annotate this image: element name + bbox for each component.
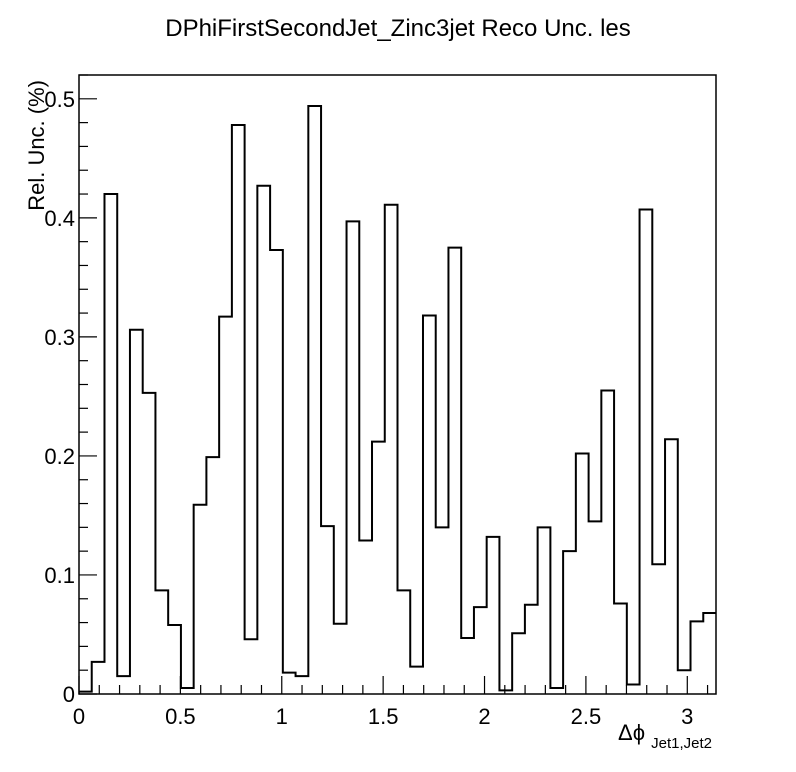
histogram-bar — [347, 221, 360, 694]
histogram-bar — [155, 590, 168, 694]
histogram-bar — [206, 457, 219, 694]
x-tick-label: 0 — [73, 704, 85, 729]
histogram-bar — [652, 564, 665, 694]
histogram-bar — [512, 633, 525, 694]
histogram-bar — [436, 527, 449, 694]
tick-labels: 0 0.5 1 1.5 2 2.5 3 0 0.1 0.2 0.3 0.4 0.5 — [44, 87, 693, 729]
x-axis-label-main: Δϕ — [618, 720, 645, 745]
chart-title: DPhiFirstSecondJet_Zinc3jet Reco Unc. le… — [165, 15, 631, 42]
x-tick-label: 1.5 — [368, 704, 399, 729]
y-axis-label: Rel. Unc. (%) — [24, 80, 49, 211]
histogram-bar — [538, 527, 551, 694]
y-tick-label: 0.2 — [44, 444, 75, 469]
histogram-bar — [678, 670, 691, 694]
histogram-bar — [130, 330, 143, 694]
histogram-bar — [385, 205, 398, 694]
histogram-bar — [601, 390, 614, 694]
histogram-bar — [525, 605, 538, 694]
histogram-bar — [104, 194, 117, 694]
histogram-bar — [194, 505, 207, 694]
axis-ticks — [78, 74, 709, 695]
histogram-bar — [232, 125, 245, 694]
histogram-bars — [79, 104, 716, 694]
histogram-bar — [92, 662, 105, 694]
histogram-bar — [398, 590, 411, 694]
histogram-bar — [665, 439, 678, 694]
plot-frame — [78, 74, 717, 695]
histogram-bar — [640, 210, 653, 694]
histogram-bar — [461, 638, 474, 694]
y-tick-label: 0.5 — [44, 87, 75, 112]
y-tick-label: 0 — [63, 682, 75, 707]
histogram-bar — [563, 551, 576, 694]
x-axis-label: Δϕ Jet1,Jet2 — [618, 720, 712, 752]
x-tick-label: 2 — [478, 704, 490, 729]
histogram-bar — [627, 684, 640, 694]
histogram-bar — [589, 521, 602, 694]
histogram-line — [79, 104, 716, 693]
histogram-bar — [691, 621, 704, 694]
histogram-bar — [143, 393, 156, 694]
histogram-bar — [270, 250, 283, 694]
histogram-bar — [448, 248, 461, 694]
histogram-bar — [576, 454, 589, 694]
histogram-bar — [334, 624, 347, 694]
histogram-bar — [410, 667, 423, 694]
histogram-bar — [321, 526, 334, 694]
y-tick-label: 0.3 — [44, 325, 75, 350]
histogram-bar — [703, 613, 716, 694]
histogram-bar — [168, 625, 181, 694]
x-tick-label: 0.5 — [165, 704, 196, 729]
x-tick-label: 2.5 — [571, 704, 602, 729]
histogram-bar — [245, 639, 258, 694]
y-tick-label: 0.1 — [44, 563, 75, 588]
histogram-bar — [283, 673, 296, 694]
histogram-bar — [308, 106, 321, 694]
x-axis-label-sub: Jet1,Jet2 — [651, 735, 712, 752]
y-tick-label: 0.4 — [44, 206, 75, 231]
histogram-bar — [359, 540, 372, 694]
x-tick-label: 3 — [681, 704, 693, 729]
histogram-bar — [614, 604, 627, 694]
histogram-bar — [219, 317, 232, 694]
histogram-bar — [487, 537, 500, 694]
x-tick-label: 1 — [276, 704, 288, 729]
histogram-bar — [372, 442, 385, 694]
histogram-bar — [257, 186, 270, 694]
histogram-bar — [423, 315, 436, 694]
